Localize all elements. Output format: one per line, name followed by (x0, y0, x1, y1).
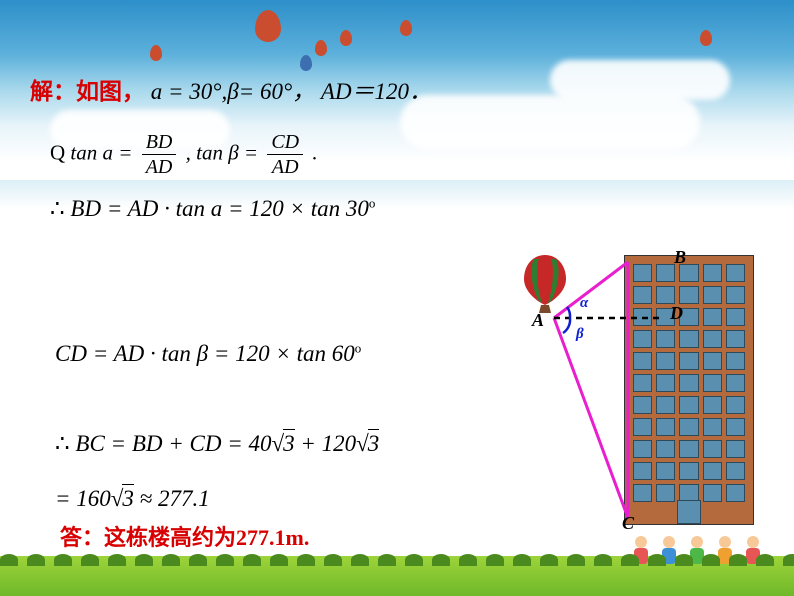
bush (594, 554, 612, 566)
bush (405, 554, 423, 566)
bush (243, 554, 261, 566)
sqrt-3b: 3 (368, 429, 380, 456)
bush (783, 554, 794, 566)
label-beta: β (576, 326, 584, 343)
bush (378, 554, 396, 566)
tan-b-label: , tan β = (186, 140, 258, 164)
diagram: B A D C α β (514, 255, 754, 535)
frac-den: AD (267, 155, 303, 179)
bush (216, 554, 234, 566)
label-a: A (532, 310, 544, 331)
bush (54, 554, 72, 566)
q-symbol: Q (50, 140, 65, 164)
balloon-icon (255, 10, 281, 42)
bush (648, 554, 666, 566)
answer-text: 答：这栋楼高约为277.1m. (60, 525, 309, 551)
bush (162, 554, 180, 566)
bush (27, 554, 45, 566)
bush (675, 554, 693, 566)
eq-cd: CD = AD · tan β = 120 × tan 60o (55, 340, 361, 368)
label-alpha: α (580, 295, 588, 312)
bush (108, 554, 126, 566)
bush (729, 554, 747, 566)
bush (351, 554, 369, 566)
eq-bd: ∴ BD = AD · tan a = 120 × tan 30o (50, 195, 375, 223)
given-values: a = 30°,β= 60°， AD＝120． (151, 79, 432, 104)
bush (0, 554, 18, 566)
label-c: C (622, 513, 634, 534)
frac-den: AD (142, 155, 177, 179)
bush (540, 554, 558, 566)
eq-160: = 160 (55, 486, 111, 511)
eq-result: = 160√3 ≈ 277.1 (55, 485, 210, 513)
dot: . (312, 140, 317, 164)
sqrt-3c: 3 (122, 484, 134, 511)
approx-val: ≈ 277.1 (134, 486, 210, 511)
eq-premise: Q tan a = BD AD , tan β = CD AD . (50, 130, 318, 179)
eq-bc: ∴ BC = BD + CD = 40√3 + 120√3 (55, 430, 379, 458)
bush (432, 554, 450, 566)
frac-num: BD (142, 130, 177, 155)
bush (621, 554, 639, 566)
cloud (550, 60, 730, 100)
bush (270, 554, 288, 566)
bush (324, 554, 342, 566)
balloon-icon (340, 30, 352, 46)
bush (513, 554, 531, 566)
balloon-icon (150, 45, 162, 61)
bush (702, 554, 720, 566)
solution-prefix: 解：如图， (30, 79, 145, 104)
label-b: B (674, 247, 686, 268)
sqrt-3a: 3 (283, 429, 295, 456)
balloon-icon (300, 55, 312, 71)
plus-120: + 120 (295, 431, 357, 456)
balloon-icon (700, 30, 712, 46)
frac-bd-ad: BD AD (142, 130, 177, 179)
bush (567, 554, 585, 566)
bush (297, 554, 315, 566)
tan-a-label: tan a = (70, 140, 132, 164)
bush (459, 554, 477, 566)
bush (135, 554, 153, 566)
label-d: D (670, 303, 683, 324)
line-given: 解：如图， a = 30°,β= 60°， AD＝120． (30, 78, 432, 106)
bush (756, 554, 774, 566)
cloud (400, 95, 700, 150)
geometry-lines (514, 255, 754, 535)
bush (189, 554, 207, 566)
balloon-icon (315, 40, 327, 56)
balloon-icon (400, 20, 412, 36)
bush (81, 554, 99, 566)
bush (486, 554, 504, 566)
frac-cd-ad: CD AD (267, 130, 303, 179)
frac-num: CD (267, 130, 303, 155)
